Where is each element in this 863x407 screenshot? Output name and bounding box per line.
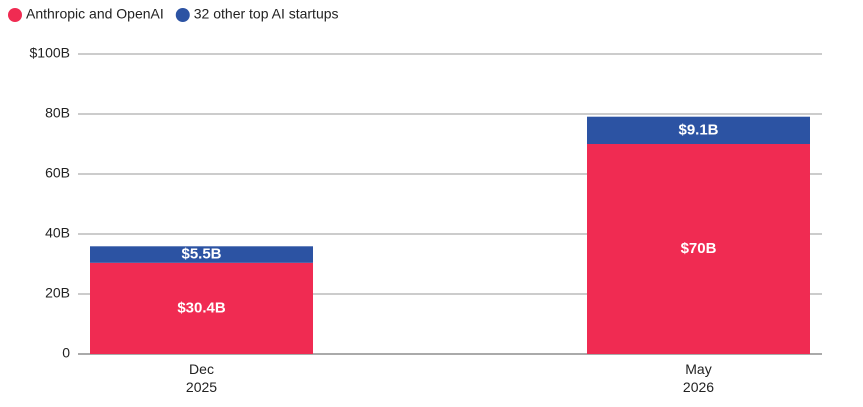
bar-segment — [90, 246, 313, 263]
legend-marker — [8, 8, 22, 22]
bar-segment — [587, 116, 810, 144]
value-label: $9.1B — [678, 121, 718, 138]
x-tick-label: Dec 2025 — [186, 361, 217, 395]
y-tick-label: 80B — [45, 105, 70, 121]
value-label: $30.4B — [177, 299, 226, 316]
y-tick-label: 20B — [45, 285, 70, 301]
bar-segment — [587, 144, 810, 354]
legend-label: Anthropic and OpenAI — [26, 6, 164, 22]
value-label: $5.5B — [181, 246, 221, 263]
bar-segment — [90, 262, 313, 354]
legend-label: 32 other top AI startups — [194, 6, 339, 22]
value-label: $70B — [681, 240, 717, 257]
y-tick-label: $100B — [30, 45, 70, 61]
x-tick-label: May 2026 — [683, 361, 714, 395]
y-tick-label: 60B — [45, 165, 70, 181]
y-tick-label: 0 — [62, 345, 70, 361]
legend-marker — [175, 8, 190, 22]
y-tick-label: 40B — [45, 225, 70, 241]
